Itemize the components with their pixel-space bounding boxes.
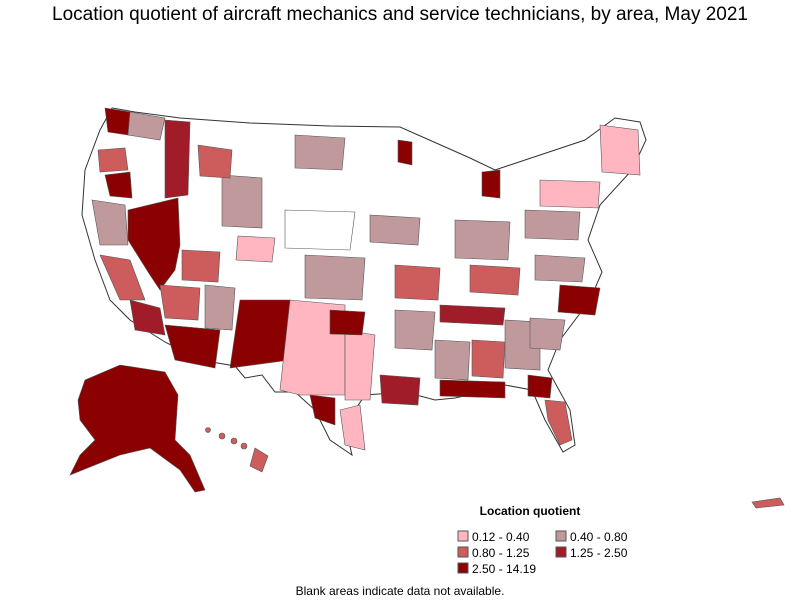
area-virginia	[534, 254, 586, 283]
area-california-north	[91, 199, 129, 246]
area-montana-west	[197, 144, 233, 179]
area-nebraska	[284, 209, 356, 251]
area-kansas	[304, 254, 366, 301]
area-florida-north	[527, 374, 553, 399]
area-pennsylvania	[524, 209, 581, 241]
legend-swatches	[457, 530, 567, 574]
legend-swatch-2	[555, 530, 567, 542]
legend-label-4: 1.25 - 2.50	[570, 546, 628, 560]
area-idaho	[164, 119, 191, 199]
area-kentucky	[469, 264, 521, 296]
area-gulf-coast	[439, 379, 506, 399]
area-michigan	[481, 169, 501, 199]
area-missouri	[394, 264, 441, 301]
area-arizona-3	[204, 284, 236, 331]
area-california-south	[129, 299, 166, 336]
area-colorado-2	[181, 249, 221, 283]
legend-label-3: 0.80 - 1.25	[472, 546, 530, 560]
area-texas-panhandle	[279, 299, 346, 396]
area-texas-central	[309, 394, 336, 426]
area-new-england	[599, 124, 641, 176]
legend-label-2: 0.40 - 0.80	[570, 530, 628, 544]
area-fills	[91, 107, 641, 451]
area-new-york	[539, 179, 601, 209]
area-northwest-1	[104, 107, 131, 136]
area-north-carolina	[557, 284, 601, 316]
area-oklahoma	[329, 309, 366, 336]
area-wyoming	[221, 174, 263, 229]
legend-label-5: 2.50 - 14.19	[472, 562, 537, 576]
map-title: Location quotient of aircraft mechanics …	[52, 4, 748, 25]
area-new-mexico	[229, 299, 291, 369]
legend-swatch-1	[457, 530, 469, 542]
area-minnesota-north	[397, 139, 413, 166]
area-mississippi	[434, 339, 471, 381]
legend-label-1: 0.12 - 0.40	[472, 530, 530, 544]
area-oregon-1	[97, 147, 129, 173]
area-hawaii	[205, 427, 269, 473]
area-alaska	[69, 364, 206, 493]
area-arizona-2	[164, 324, 221, 369]
area-texas-east	[344, 329, 376, 401]
area-iowa	[369, 214, 421, 246]
area-tennessee	[439, 304, 506, 326]
area-louisiana	[379, 374, 421, 406]
area-oregon-2	[104, 171, 133, 199]
area-nevada	[127, 197, 181, 291]
legend-swatch-4	[555, 546, 567, 558]
area-indiana-ohio	[454, 219, 511, 261]
area-arizona-1	[159, 284, 201, 321]
legend-swatch-3	[457, 546, 469, 558]
legend-swatch-5	[457, 562, 469, 574]
area-arkansas	[394, 309, 436, 351]
area-colorado-1	[235, 235, 276, 263]
area-dakotas	[294, 134, 346, 171]
area-northwest-2	[127, 111, 166, 141]
area-texas-coast	[339, 404, 366, 451]
area-south-carolina	[529, 317, 566, 351]
area-florida	[544, 399, 573, 446]
area-california-central	[99, 254, 146, 301]
data-availability-note: Blank areas indicate data not available.	[295, 584, 505, 598]
legend-title: Location quotient	[479, 504, 581, 518]
area-puerto-rico	[751, 497, 785, 509]
area-alabama	[471, 339, 506, 379]
